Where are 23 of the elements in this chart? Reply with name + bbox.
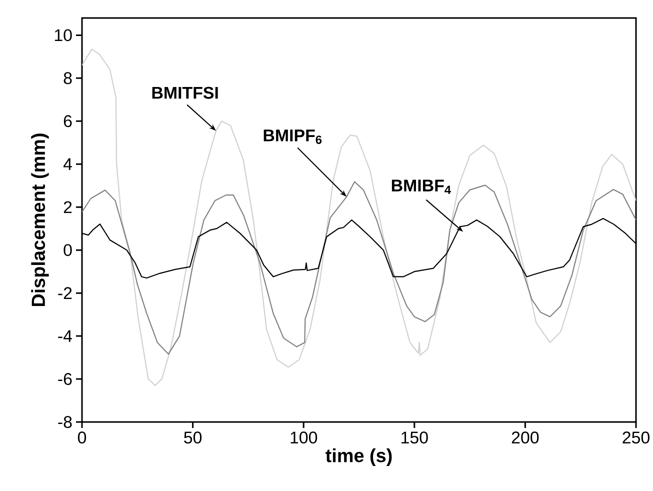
- y-tick-label: -2: [58, 287, 72, 299]
- y-tick-label: -6: [58, 373, 72, 386]
- x-tick-label: 0: [78, 432, 86, 444]
- x-tick-label: 150: [402, 432, 428, 444]
- x-axis-title: time (s): [326, 448, 392, 466]
- y-tick-label: 6: [64, 115, 72, 128]
- line-series: [82, 48, 636, 386]
- y-tick-label: 10: [54, 29, 72, 42]
- line-series: [82, 181, 636, 355]
- x-tick-label: 50: [184, 432, 202, 444]
- y-tick-label: 2: [64, 201, 72, 214]
- y-tick-label: 4: [63, 158, 72, 170]
- y-tick-label: -4: [58, 330, 72, 342]
- annotation: BMIPF$_{6}$: [264, 130, 322, 144]
- x-tick-label: 200: [512, 432, 539, 444]
- x-tick-label: 100: [290, 432, 318, 444]
- y-tick-label: 8: [64, 72, 72, 84]
- y-tick-label: 0: [64, 244, 72, 256]
- annotation: BMITFSI: [152, 86, 218, 99]
- x-tick-label: 250: [622, 432, 650, 444]
- annotation: BMIBF$_{4}$: [392, 180, 451, 194]
- y-tick-label: -8: [58, 416, 72, 428]
- y-axis-title: Displacement (mm): [31, 134, 49, 306]
